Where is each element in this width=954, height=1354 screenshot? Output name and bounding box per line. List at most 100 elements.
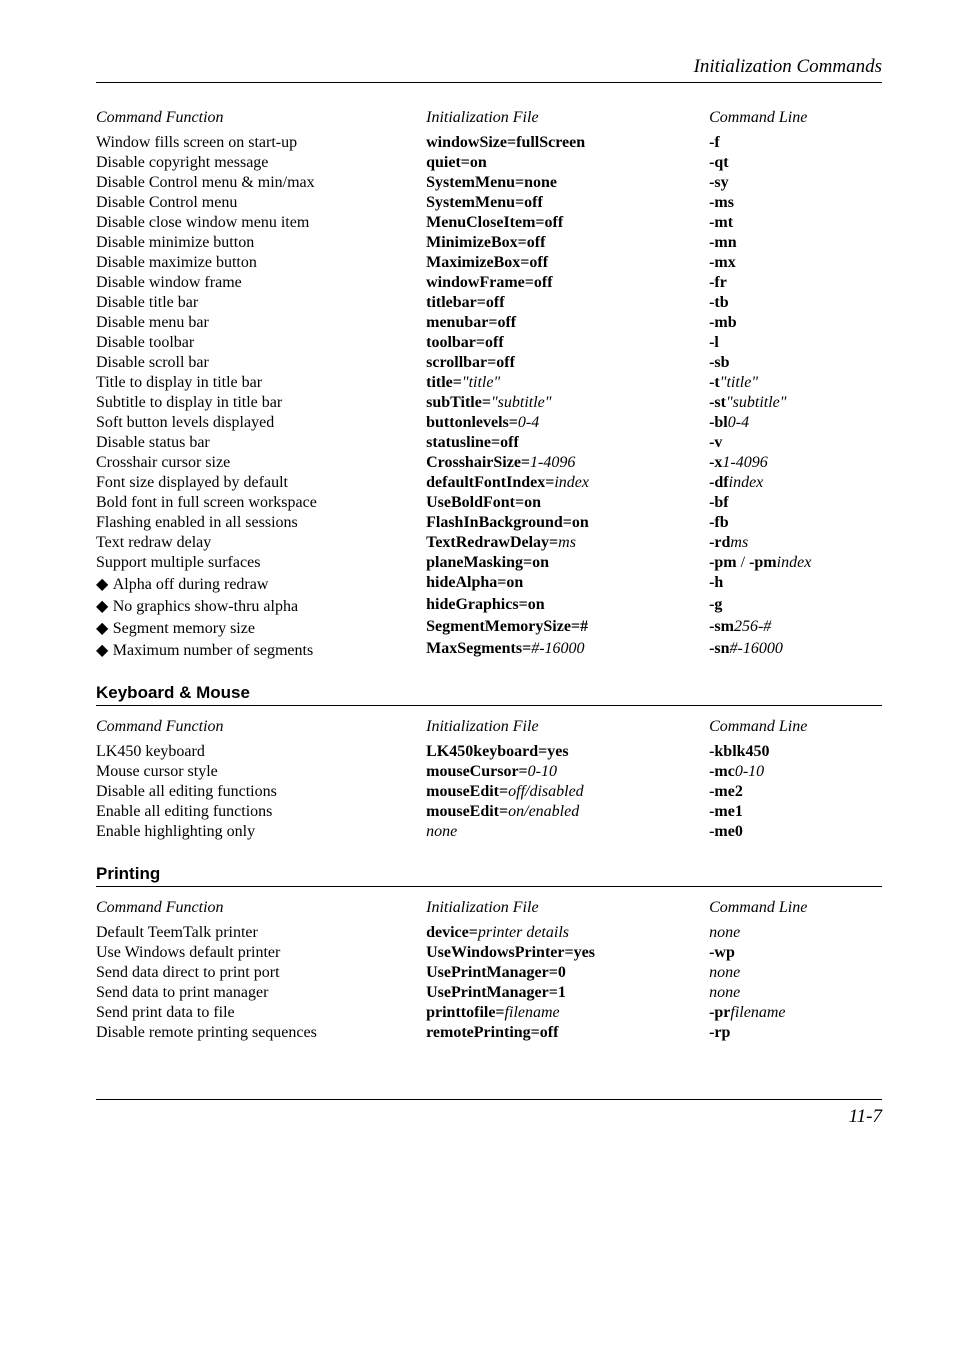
initialization-file: buttonlevels=0-4 <box>426 413 709 433</box>
command-function: Bold font in full screen workspace <box>96 493 426 513</box>
main-commands-table: Command Function Initialization File Com… <box>96 107 882 661</box>
col-head-function: Command Function <box>96 716 426 742</box>
col-head-initfile: Initialization File <box>426 716 709 742</box>
col-head-cmdline: Command Line <box>709 107 882 133</box>
command-function: Disable minimize button <box>96 233 426 253</box>
table-row: Disable status barstatusline=off-v <box>96 433 882 453</box>
table-row: Disable close window menu itemMenuCloseI… <box>96 213 882 233</box>
diamond-bullet-icon: ◆ <box>96 576 113 593</box>
keyboard-mouse-heading: Keyboard & Mouse <box>96 683 882 703</box>
initialization-file: windowSize=fullScreen <box>426 133 709 153</box>
command-function: Disable close window menu item <box>96 213 426 233</box>
command-line: -wp <box>709 943 882 963</box>
initialization-file: remotePrinting=off <box>426 1023 709 1043</box>
initialization-file: UseWindowsPrinter=yes <box>426 943 709 963</box>
initialization-file: SystemMenu=off <box>426 193 709 213</box>
command-function: Disable scroll bar <box>96 353 426 373</box>
command-line: -t"title" <box>709 373 882 393</box>
initialization-file: LK450keyboard=yes <box>426 742 709 762</box>
col-head-initfile: Initialization File <box>426 897 709 923</box>
initialization-file: TextRedrawDelay=ms <box>426 533 709 553</box>
initialization-file: FlashInBackground=on <box>426 513 709 533</box>
initialization-file: device=printer details <box>426 923 709 943</box>
col-head-function: Command Function <box>96 107 426 133</box>
command-line: -sn#-16000 <box>709 639 882 661</box>
initialization-file: SystemMenu=none <box>426 173 709 193</box>
command-line: -g <box>709 595 882 617</box>
command-function: Disable copyright message <box>96 153 426 173</box>
table-row: Disable remote printing sequencesremoteP… <box>96 1023 882 1043</box>
col-head-function: Command Function <box>96 897 426 923</box>
diamond-bullet-icon: ◆ <box>96 620 113 637</box>
command-line: -v <box>709 433 882 453</box>
running-head: Initialization Commands <box>96 56 882 78</box>
command-line: -mb <box>709 313 882 333</box>
table-row: Default TeemTalk printerdevice=printer d… <box>96 923 882 943</box>
table-row: Support multiple surfacesplaneMasking=on… <box>96 553 882 573</box>
initialization-file: UsePrintManager=1 <box>426 983 709 1003</box>
initialization-file: defaultFontIndex=index <box>426 473 709 493</box>
table-row: Soft button levels displayedbuttonlevels… <box>96 413 882 433</box>
command-function: Disable Control menu & min/max <box>96 173 426 193</box>
command-function: Send print data to file <box>96 1003 426 1023</box>
table-row: Title to display in title bartitle="titl… <box>96 373 882 393</box>
table-row: Subtitle to display in title barsubTitle… <box>96 393 882 413</box>
command-line: -f <box>709 133 882 153</box>
command-line: -fb <box>709 513 882 533</box>
command-line: -me1 <box>709 802 882 822</box>
command-line: -pm / -pmindex <box>709 553 882 573</box>
command-line: -x1-4096 <box>709 453 882 473</box>
table-row: Disable maximize buttonMaximizeBox=off-m… <box>96 253 882 273</box>
command-function: Enable highlighting only <box>96 822 426 842</box>
table-row: Mouse cursor stylemouseCursor=0-10-mc0-1… <box>96 762 882 782</box>
command-function: ◆ Maximum number of segments <box>96 639 426 661</box>
col-head-cmdline: Command Line <box>709 716 882 742</box>
printing-table: Command Function Initialization File Com… <box>96 897 882 1043</box>
initialization-file: menubar=off <box>426 313 709 333</box>
table-row: Disable Control menuSystemMenu=off-ms <box>96 193 882 213</box>
command-line: -me2 <box>709 782 882 802</box>
header-rule <box>96 82 882 83</box>
command-function: Enable all editing functions <box>96 802 426 822</box>
initialization-file: toolbar=off <box>426 333 709 353</box>
table-row: Use Windows default printerUseWindowsPri… <box>96 943 882 963</box>
table-row: Disable minimize buttonMinimizeBox=off-m… <box>96 233 882 253</box>
command-function: Disable status bar <box>96 433 426 453</box>
table-row: Enable highlighting onlynone-me0 <box>96 822 882 842</box>
initialization-file: mouseCursor=0-10 <box>426 762 709 782</box>
command-line: -fr <box>709 273 882 293</box>
command-function: Disable toolbar <box>96 333 426 353</box>
initialization-file: MenuCloseItem=off <box>426 213 709 233</box>
table-row: ◆ No graphics show-thru alphahideGraphic… <box>96 595 882 617</box>
command-line: -mn <box>709 233 882 253</box>
command-line: -dfindex <box>709 473 882 493</box>
table-row: Disable scroll barscrollbar=off-sb <box>96 353 882 373</box>
initialization-file: hideAlpha=on <box>426 573 709 595</box>
page-footer: 11-7 <box>96 1099 882 1128</box>
command-line: -bl0-4 <box>709 413 882 433</box>
command-function: ◆ No graphics show-thru alpha <box>96 595 426 617</box>
command-line: -qt <box>709 153 882 173</box>
initialization-file: subTitle="subtitle" <box>426 393 709 413</box>
initialization-file: mouseEdit=off/disabled <box>426 782 709 802</box>
command-function: Mouse cursor style <box>96 762 426 782</box>
table-row: Disable copyright messagequiet=on-qt <box>96 153 882 173</box>
command-line: -h <box>709 573 882 595</box>
table-row: ◆ Alpha off during redrawhideAlpha=on-h <box>96 573 882 595</box>
command-line: -sm256-# <box>709 617 882 639</box>
printing-rule <box>96 886 882 887</box>
table-row: Disable menu barmenubar=off-mb <box>96 313 882 333</box>
initialization-file: titlebar=off <box>426 293 709 313</box>
table-row: Window fills screen on start-upwindowSiz… <box>96 133 882 153</box>
command-function: LK450 keyboard <box>96 742 426 762</box>
initialization-file: SegmentMemorySize=# <box>426 617 709 639</box>
command-function: Send data to print manager <box>96 983 426 1003</box>
command-function: Subtitle to display in title bar <box>96 393 426 413</box>
footer-rule <box>96 1099 882 1100</box>
command-line: -ms <box>709 193 882 213</box>
command-line: -l <box>709 333 882 353</box>
initialization-file: MinimizeBox=off <box>426 233 709 253</box>
command-function: Disable title bar <box>96 293 426 313</box>
initialization-file: UsePrintManager=0 <box>426 963 709 983</box>
table-row: Disable Control menu & min/maxSystemMenu… <box>96 173 882 193</box>
